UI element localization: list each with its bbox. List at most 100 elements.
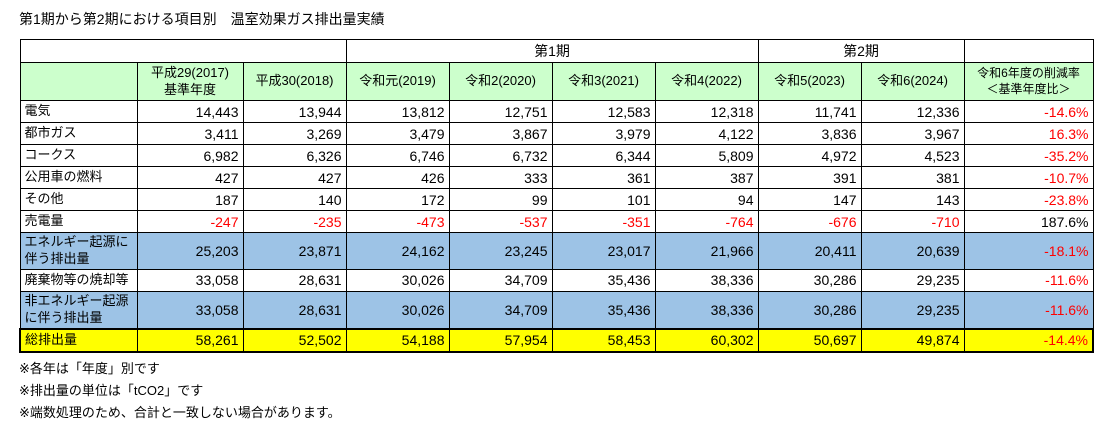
table-row: 廃棄物等の焼却等 33,058 28,631 30,026 34,709 35,… — [19, 268, 1094, 292]
rate-cell: -11.6% — [963, 290, 1094, 330]
table-row: 都市ガス 3,411 3,269 3,479 3,867 3,979 4,122… — [19, 122, 1094, 145]
col-header-2023: 令和5(2023) — [757, 62, 862, 101]
value-cell: 57,954 — [448, 327, 553, 353]
value-cell: 60,302 — [654, 327, 759, 353]
notes: ※各年は「年度」別です ※排出量の単位は「tCO2」です ※端数処理のため、合計… — [19, 358, 1111, 424]
value-cell: 54,188 — [345, 327, 450, 353]
page-title: 第1期から第2期における項目別 温室効果ガス排出量実績 — [19, 11, 385, 27]
value-cell: 426 — [345, 166, 450, 189]
value-cell: 361 — [551, 166, 656, 189]
header-row: 平成29(2017) 基準年度 平成30(2018) 令和元(2019) 令和2… — [19, 62, 1094, 101]
value-cell: -764 — [654, 210, 759, 233]
rate-cell: 187.6% — [963, 210, 1094, 233]
rate-cell: -10.7% — [963, 166, 1094, 189]
value-cell: 21,966 — [654, 232, 759, 270]
emissions-table: 第1期 第2期 平成29(2017) 基準年度 平成30(2018) 令和元(2… — [19, 39, 1094, 353]
rate-cell: -23.8% — [963, 188, 1094, 211]
value-cell: 23,245 — [448, 232, 553, 270]
value-cell: 3,411 — [136, 122, 244, 145]
value-cell: 23,017 — [551, 232, 656, 270]
rate-cell: -14.4% — [963, 327, 1094, 353]
value-cell: -676 — [757, 210, 862, 233]
value-cell: 12,583 — [551, 100, 656, 123]
value-cell: 28,631 — [242, 268, 347, 292]
table-row: コークス 6,982 6,326 6,746 6,732 6,344 5,809… — [19, 144, 1094, 167]
value-cell: -710 — [860, 210, 965, 233]
value-cell: 3,836 — [757, 122, 862, 145]
value-cell: 35,436 — [551, 290, 656, 330]
value-cell: 50,697 — [757, 327, 862, 353]
value-cell: 99 — [448, 188, 553, 211]
row-label: その他 — [19, 188, 138, 211]
row-label: 総排出量 — [19, 327, 138, 353]
row-label: 廃棄物等の焼却等 — [19, 268, 138, 292]
value-cell: 4,523 — [860, 144, 965, 167]
value-cell: 13,812 — [345, 100, 450, 123]
value-cell: 12,751 — [448, 100, 553, 123]
value-cell: 4,122 — [654, 122, 759, 145]
value-cell: 6,732 — [448, 144, 553, 167]
row-label: 都市ガス — [19, 122, 138, 145]
note-line: ※端数処理のため、合計と一致しない場合があります。 — [19, 404, 341, 420]
table-body: 電気 14,443 13,944 13,812 12,751 12,583 12… — [19, 100, 1094, 353]
value-cell: 30,026 — [345, 290, 450, 330]
value-cell: 58,261 — [136, 327, 244, 353]
value-cell: 12,336 — [860, 100, 965, 123]
value-cell: 38,336 — [654, 290, 759, 330]
value-cell: -473 — [345, 210, 450, 233]
row-label: 売電量 — [19, 210, 138, 233]
table-row: 公用車の燃料 427 427 426 333 361 387 391 381 -… — [19, 166, 1094, 189]
rate-cell: -11.6% — [963, 268, 1094, 292]
value-cell: 140 — [242, 188, 347, 211]
value-cell: 143 — [860, 188, 965, 211]
period-2-header: 第2期 — [757, 39, 965, 63]
value-cell: 3,867 — [448, 122, 553, 145]
value-cell: 381 — [860, 166, 965, 189]
row-label: コークス — [19, 144, 138, 167]
value-cell: 427 — [242, 166, 347, 189]
value-cell: 29,235 — [860, 290, 965, 330]
value-cell: 3,479 — [345, 122, 450, 145]
value-cell: 30,286 — [757, 290, 862, 330]
value-cell: -537 — [448, 210, 553, 233]
table-row: エネルギー起源に 伴う排出量 25,203 23,871 24,162 23,2… — [19, 232, 1094, 270]
diagonal-header-cell — [19, 62, 138, 101]
row-label: エネルギー起源に 伴う排出量 — [19, 232, 138, 270]
period-1-header: 第1期 — [345, 39, 759, 63]
value-cell: 14,443 — [136, 100, 244, 123]
value-cell: 33,058 — [136, 290, 244, 330]
value-cell: 172 — [345, 188, 450, 211]
row-label: 非エネルギー起源 に伴う排出量 — [19, 290, 138, 330]
col-header-2018: 平成30(2018) — [242, 62, 347, 101]
note-line: ※各年は「年度」別です — [19, 360, 160, 376]
value-cell: 101 — [551, 188, 656, 211]
rate-cell: -18.1% — [963, 232, 1094, 270]
value-cell: 3,979 — [551, 122, 656, 145]
value-cell: 3,269 — [242, 122, 347, 145]
value-cell: 38,336 — [654, 268, 759, 292]
value-cell: 5,809 — [654, 144, 759, 167]
col-header-reduction-rate: 令和6年度の削減率 ＜基準年度比＞ — [963, 62, 1094, 101]
value-cell: 94 — [654, 188, 759, 211]
row-label: 公用車の燃料 — [19, 166, 138, 189]
value-cell: 33,058 — [136, 268, 244, 292]
value-cell: 6,746 — [345, 144, 450, 167]
rate-cell: -14.6% — [963, 100, 1094, 123]
value-cell: -247 — [136, 210, 244, 233]
value-cell: 25,203 — [136, 232, 244, 270]
rate-cell: 16.3% — [963, 122, 1094, 145]
value-cell: 6,344 — [551, 144, 656, 167]
value-cell: 58,453 — [551, 327, 656, 353]
value-cell: 147 — [757, 188, 862, 211]
period-spacer-cell — [19, 39, 347, 63]
value-cell: 427 — [136, 166, 244, 189]
value-cell: 30,286 — [757, 268, 862, 292]
value-cell: 3,967 — [860, 122, 965, 145]
col-header-2021: 令和3(2021) — [551, 62, 656, 101]
value-cell: 20,411 — [757, 232, 862, 270]
table-row: 電気 14,443 13,944 13,812 12,751 12,583 12… — [19, 100, 1094, 123]
value-cell: 34,709 — [448, 290, 553, 330]
value-cell: 13,944 — [242, 100, 347, 123]
value-cell: 52,502 — [242, 327, 347, 353]
